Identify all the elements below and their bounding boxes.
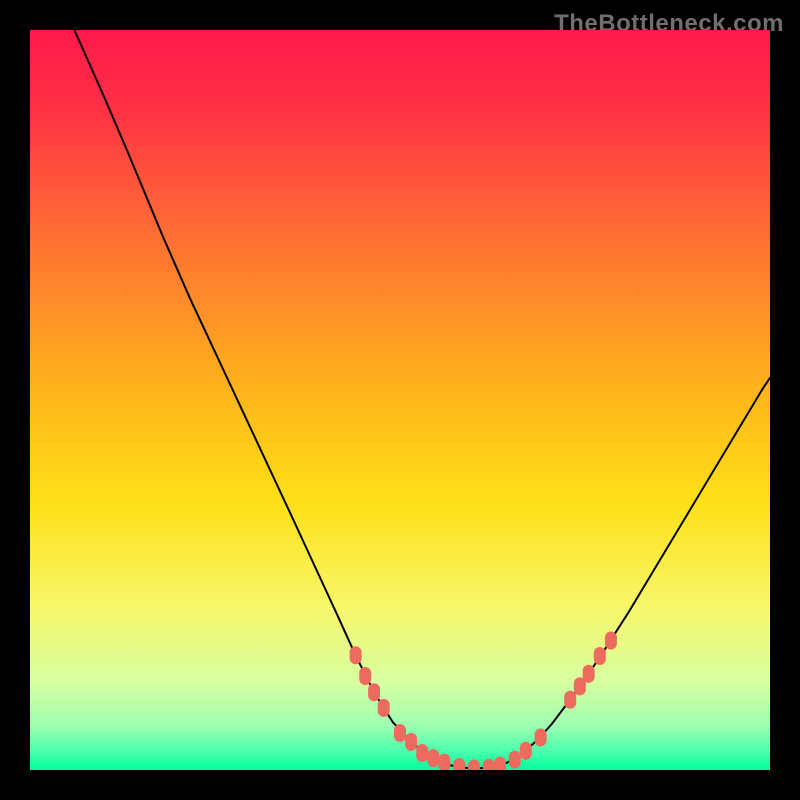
curve-marker bbox=[416, 744, 428, 762]
curve-marker bbox=[378, 699, 390, 717]
curve-marker bbox=[405, 733, 417, 751]
bottleneck-curve-plot bbox=[30, 30, 770, 770]
plot-svg bbox=[30, 30, 770, 770]
curve-marker bbox=[509, 751, 521, 769]
curve-marker bbox=[350, 646, 362, 664]
curve-marker bbox=[605, 632, 617, 650]
curve-marker bbox=[494, 757, 506, 770]
gradient-background bbox=[30, 30, 770, 770]
curve-marker bbox=[438, 754, 450, 770]
curve-marker bbox=[427, 749, 439, 767]
curve-marker bbox=[564, 691, 576, 709]
curve-marker bbox=[520, 742, 532, 760]
curve-marker bbox=[368, 683, 380, 701]
curve-marker bbox=[394, 724, 406, 742]
chart-frame: TheBottleneck.com bbox=[0, 0, 800, 800]
curve-marker bbox=[535, 728, 547, 746]
curve-marker bbox=[359, 667, 371, 685]
curve-marker bbox=[583, 665, 595, 683]
curve-marker bbox=[453, 758, 465, 770]
curve-marker bbox=[594, 647, 606, 665]
